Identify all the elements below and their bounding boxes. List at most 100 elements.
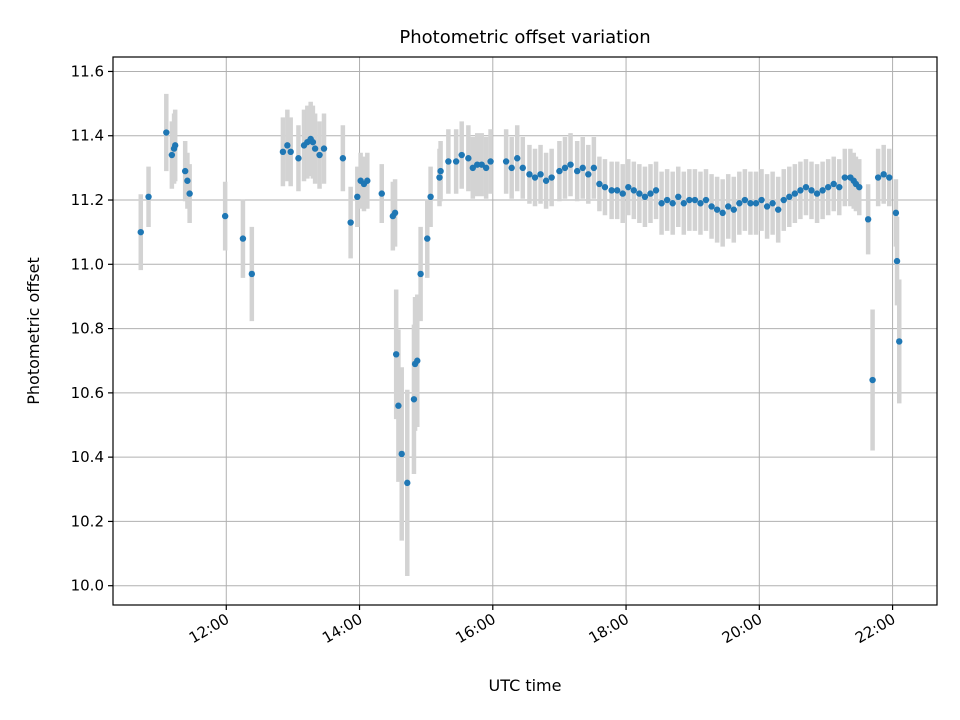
data-point (625, 183, 632, 191)
data-point (669, 200, 676, 207)
data-point (239, 235, 247, 242)
data-point (841, 174, 849, 181)
data-point (619, 190, 626, 197)
data-point (747, 200, 754, 207)
data-point (713, 206, 721, 213)
data-point (824, 183, 832, 191)
data-point (414, 357, 421, 364)
data-point (708, 203, 715, 210)
y-tick-label: 11.2 (71, 191, 104, 209)
data-point (391, 209, 399, 217)
data-point (752, 200, 760, 207)
data-point (410, 396, 418, 403)
data-point (769, 200, 776, 207)
x-tick-label: 22:00 (852, 610, 898, 647)
data-point (697, 200, 704, 207)
data-point (561, 164, 569, 172)
data-point (886, 174, 893, 181)
data-point (893, 257, 901, 265)
data-point (526, 171, 533, 178)
data-point (636, 190, 643, 197)
data-point (311, 145, 319, 152)
x-tick-label: 18:00 (586, 610, 632, 647)
data-point (819, 187, 826, 194)
data-point (437, 167, 444, 175)
y-axis-ticks: 10.0 10.2 10.4 10.6 10.8 11.0 11.2 11.4 11.6 (71, 62, 113, 595)
data-point (596, 180, 603, 188)
data-point (686, 196, 693, 204)
y-axis-label: Photometric offset (24, 257, 43, 405)
chart-title: Photometric offset variation (399, 27, 650, 48)
data-point (427, 193, 434, 201)
data-point (320, 145, 328, 152)
data-point (896, 338, 903, 345)
data-point (508, 164, 515, 172)
data-point (137, 228, 144, 236)
data-point (630, 187, 638, 194)
data-point (295, 155, 302, 162)
data-point (880, 171, 887, 178)
data-point (892, 209, 900, 217)
data-point (186, 190, 193, 197)
data-point (417, 270, 424, 278)
data-point (601, 183, 609, 191)
data-point (364, 177, 371, 184)
y-tick-label: 10.4 (71, 448, 104, 466)
data-point (758, 196, 765, 204)
data-point (248, 270, 256, 278)
data-point (802, 183, 810, 191)
data-point (830, 180, 837, 188)
x-tick-label: 16:00 (452, 610, 498, 647)
data-point (424, 235, 431, 242)
x-tick-label: 12:00 (186, 610, 232, 647)
data-point (537, 171, 544, 178)
data-point (316, 151, 323, 159)
data-point (702, 196, 710, 204)
data-point (221, 212, 229, 220)
data-point (663, 196, 671, 204)
data-point (813, 190, 821, 197)
y-tick-label: 10.8 (71, 320, 104, 338)
x-tick-label: 14:00 (319, 610, 365, 647)
x-tick-label: 20:00 (719, 610, 765, 647)
data-point (763, 203, 771, 210)
data-point (641, 193, 649, 201)
data-point (567, 161, 574, 168)
data-point (474, 161, 481, 168)
data-point (774, 206, 782, 213)
data-point (347, 219, 354, 226)
data-point (309, 138, 317, 146)
data-point (736, 200, 743, 207)
y-tick-label: 11.4 (71, 127, 104, 145)
data-point (869, 376, 876, 384)
data-point (436, 174, 443, 181)
data-point (585, 171, 592, 178)
data-point (181, 167, 189, 175)
data-point (647, 190, 654, 197)
data-point (786, 193, 793, 201)
data-point (184, 177, 191, 184)
data-point (675, 193, 682, 201)
data-point (514, 155, 521, 162)
data-point (502, 158, 510, 165)
data-point (339, 155, 347, 162)
data-point (548, 174, 555, 181)
data-point (395, 402, 402, 409)
data-point (556, 167, 563, 175)
x-axis-ticks: 12:00 14:00 16:00 18:00 20:00 22:00 (186, 605, 899, 647)
plot-area-frame (112, 56, 938, 606)
data-point (680, 200, 688, 207)
data-point (469, 164, 477, 172)
data-point (573, 167, 581, 175)
data-point (171, 142, 179, 149)
y-tick-label: 11.0 (71, 255, 104, 273)
data-point (168, 151, 176, 159)
data-point (279, 148, 287, 156)
data-point (542, 177, 550, 184)
data-point (458, 151, 465, 159)
data-point (445, 158, 452, 165)
data-point (392, 351, 400, 358)
data-point (691, 196, 699, 204)
data-point (719, 209, 726, 217)
